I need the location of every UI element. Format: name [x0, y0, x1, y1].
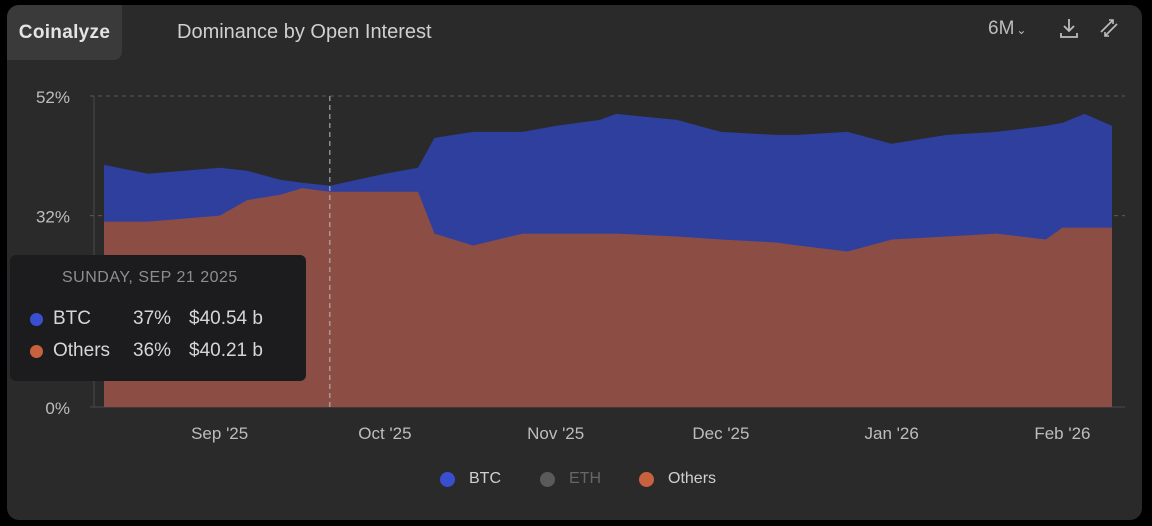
legend-item-others[interactable]: Others: [639, 470, 716, 488]
others-dot-icon: [30, 344, 43, 358]
tooltip-pct: 37%: [133, 308, 172, 329]
x-tick-label: Jan '26: [865, 424, 919, 443]
y-tick-label: 0%: [45, 399, 70, 418]
others-dot-icon: [639, 471, 654, 487]
download-icon[interactable]: [1057, 16, 1081, 40]
y-tick-label: 32%: [36, 208, 70, 227]
expand-icon[interactable]: [1097, 16, 1121, 40]
range-value: 6M: [988, 18, 1015, 39]
legend-item-eth[interactable]: ETH: [540, 470, 601, 488]
x-tick-label: Nov '25: [527, 424, 584, 443]
tooltip-name: BTC: [53, 308, 91, 329]
tooltip-name: Others: [53, 340, 111, 361]
range-selector[interactable]: 6M ⌄: [988, 18, 1026, 40]
eth-dot-icon: [540, 471, 555, 487]
chevron-down-icon: ⌄: [1016, 23, 1027, 37]
legend-label: ETH: [569, 470, 601, 487]
tooltip-value: $40.54 b: [189, 308, 263, 329]
btc-dot-icon: [30, 312, 43, 326]
legend-label: BTC: [469, 470, 501, 487]
x-tick-label: Feb '26: [1034, 424, 1090, 443]
tooltip: SUNDAY, SEP 21 2025 BTC 37% $40.54 b Other…: [10, 255, 306, 381]
area-others: [104, 188, 1112, 407]
btc-dot-icon: [440, 471, 455, 487]
y-tick-label: 52%: [36, 88, 70, 107]
x-tick-label: Oct '25: [358, 424, 411, 443]
x-tick-label: Dec '25: [692, 424, 749, 443]
chart-title: Dominance by Open Interest: [177, 21, 432, 43]
brand-logo: Coinalyze: [7, 5, 122, 60]
tooltip-pct: 36%: [133, 340, 172, 361]
legend-label: Others: [668, 470, 717, 487]
tooltip-row-btc: BTC 37% $40.54 b: [30, 308, 263, 330]
legend-item-btc[interactable]: BTC: [440, 470, 501, 488]
tooltip-date: SUNDAY, SEP 21 2025: [62, 269, 238, 286]
tooltip-value: $40.21 b: [189, 340, 263, 361]
tooltip-row-others: Others 36% $40.21 b: [30, 340, 263, 362]
x-tick-label: Sep '25: [191, 424, 248, 443]
